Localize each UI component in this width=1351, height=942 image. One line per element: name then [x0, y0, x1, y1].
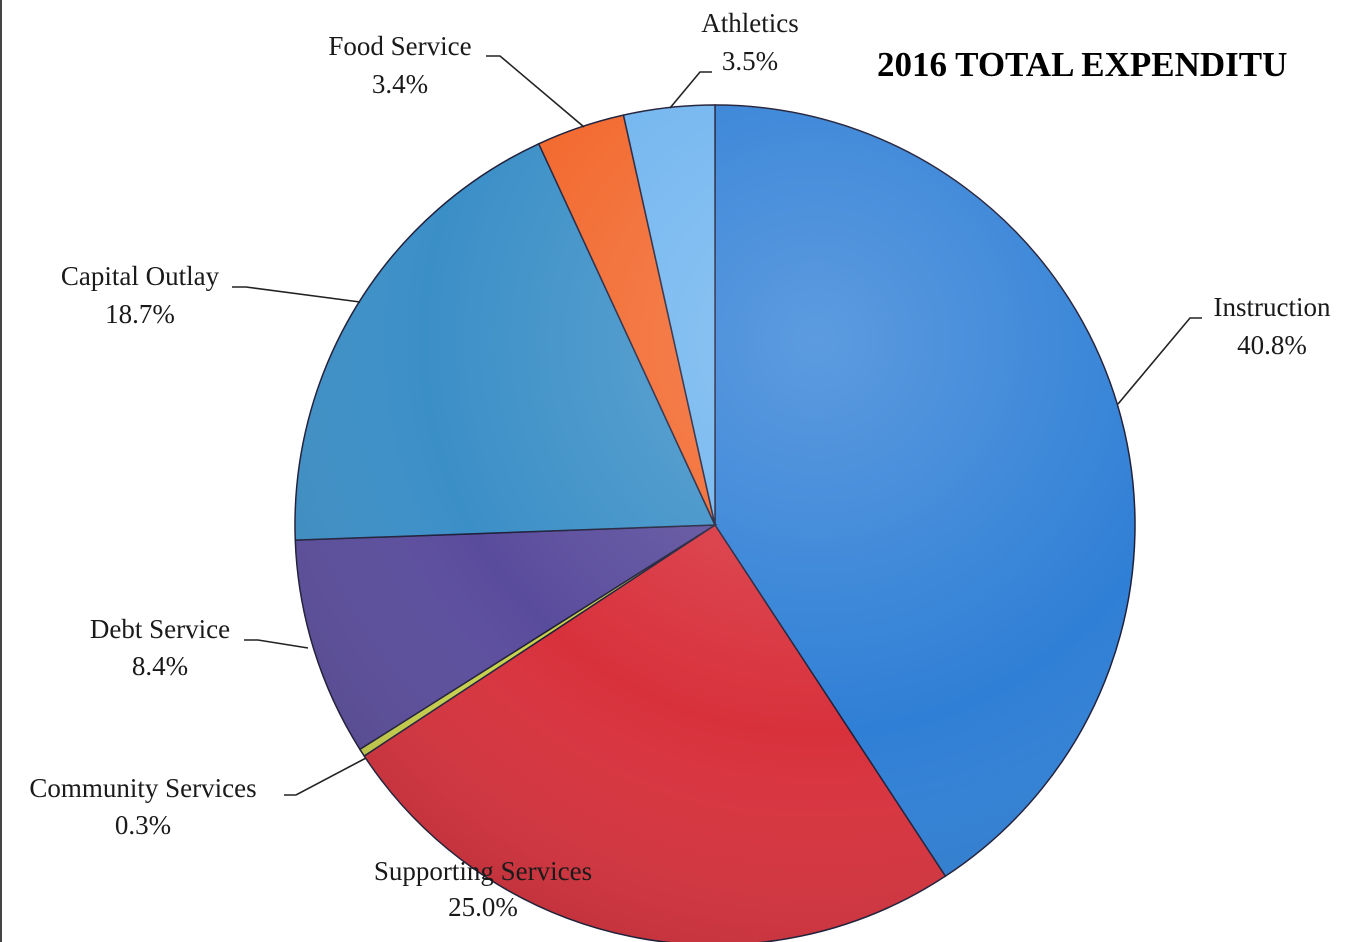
slice-value-supporting-services: 25.0% [448, 892, 518, 922]
chart-title: 2016 TOTAL EXPENDITU [877, 45, 1287, 84]
slice-label-debt-service: Debt Service [90, 614, 230, 644]
slice-label-community-services: Community Services [29, 773, 256, 803]
leader-line-instruction [1117, 317, 1202, 405]
slice-label-food-service: Food Service [328, 31, 471, 61]
leader-line-food-service [486, 55, 585, 128]
slice-value-instruction: 40.8% [1237, 330, 1307, 360]
slice-labels: Instruction 40.8% Supporting Services 25.0%… [29, 8, 1331, 922]
leader-line-debt-service [244, 639, 309, 649]
slice-value-community-services: 0.3% [115, 810, 171, 840]
slice-value-athletics: 3.5% [722, 46, 778, 76]
slice-value-debt-service: 8.4% [132, 651, 188, 681]
slice-value-capital-outlay: 18.7% [105, 299, 175, 329]
left-border-line [0, 0, 2, 942]
pie-slices [294, 104, 1136, 942]
slice-label-supporting-services: Supporting Services [374, 856, 592, 886]
slice-label-athletics: Athletics [701, 8, 798, 38]
slice-label-instruction: Instruction [1214, 292, 1331, 322]
slice-value-food-service: 3.4% [372, 69, 428, 99]
leader-line-capital-outlay [232, 286, 361, 303]
leader-line-athletics [669, 71, 712, 109]
leader-line-community-services [284, 757, 367, 796]
leader-lines [232, 55, 1202, 796]
slice-label-capital-outlay: Capital Outlay [61, 261, 220, 291]
